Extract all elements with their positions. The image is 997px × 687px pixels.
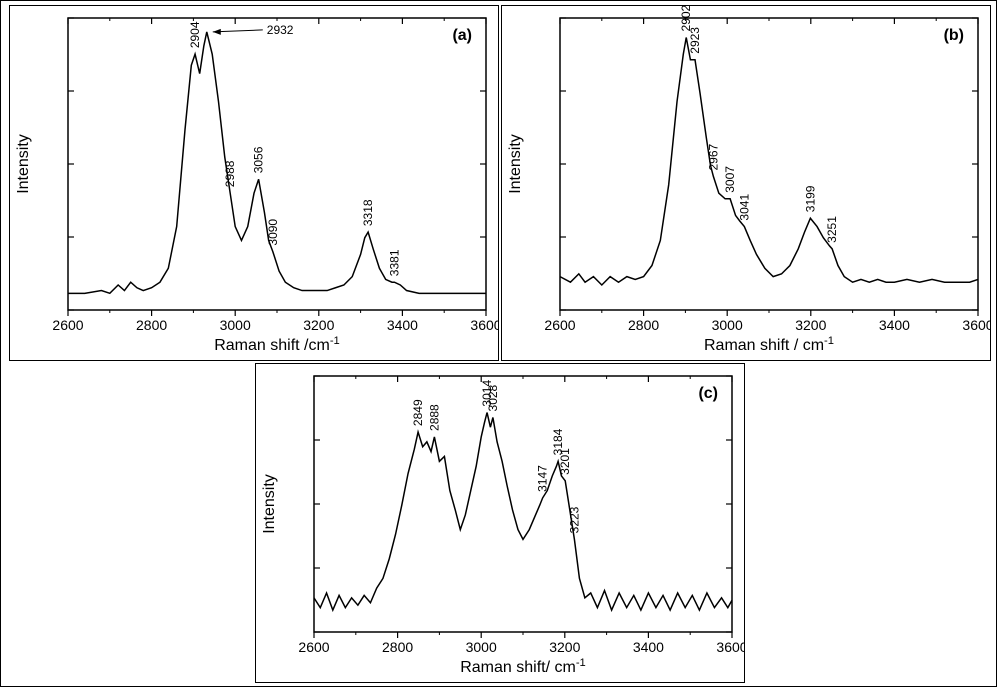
svg-text:3400: 3400 [387,317,418,333]
svg-text:Raman shift / cm-1: Raman shift / cm-1 [704,335,834,354]
svg-text:2600: 2600 [52,317,83,333]
svg-text:(a): (a) [452,27,472,44]
svg-text:3381: 3381 [387,249,401,276]
svg-text:(b): (b) [944,27,964,44]
svg-text:2600: 2600 [298,639,329,655]
panel-c: 2600 2800 3000 3200 3400 3600 Raman shift/ cm-… [255,363,745,683]
panel-a: 2600 2800 3000 3200 3400 3600 Raman shift /cm-… [9,5,499,361]
chart-b: 2600 2800 3000 3200 3400 3600 Raman shift / cm… [502,6,990,360]
svg-text:3223: 3223 [567,506,581,533]
svg-text:3400: 3400 [633,639,664,655]
svg-text:3090: 3090 [266,219,280,246]
svg-text:3000: 3000 [466,639,497,655]
svg-text:3000: 3000 [712,317,743,333]
svg-text:2888: 2888 [427,404,441,431]
svg-text:3007: 3007 [723,166,737,193]
svg-text:3200: 3200 [549,639,580,655]
svg-text:2800: 2800 [628,317,659,333]
svg-text:3041: 3041 [737,194,751,221]
svg-text:2967: 2967 [706,143,720,170]
svg-text:2849: 2849 [411,399,425,426]
svg-text:Intensity: Intensity [15,134,32,194]
svg-text:Raman shift /cm-1: Raman shift /cm-1 [214,335,340,354]
svg-text:3200: 3200 [303,317,334,333]
svg-text:3600: 3600 [962,317,990,333]
svg-text:3600: 3600 [716,639,744,655]
svg-text:3199: 3199 [803,185,817,212]
svg-text:3201: 3201 [558,448,572,475]
svg-text:Intensity: Intensity [261,474,278,534]
svg-text:3000: 3000 [220,317,251,333]
svg-text:(c): (c) [698,385,718,402]
svg-text:3600: 3600 [470,317,498,333]
svg-text:3318: 3318 [361,199,375,226]
svg-text:2904: 2904 [188,21,202,48]
svg-text:2800: 2800 [136,317,167,333]
chart-a: 2600 2800 3000 3200 3400 3600 Raman shift /cm-… [10,6,498,360]
figure-container: 2600 2800 3000 3200 3400 3600 Raman shift /cm-… [0,0,997,687]
svg-text:2988: 2988 [223,160,237,187]
svg-text:3400: 3400 [879,317,910,333]
svg-text:Raman shift/ cm-1: Raman shift/ cm-1 [460,657,586,676]
chart-c: 2600 2800 3000 3200 3400 3600 Raman shift/ cm-… [256,364,744,682]
svg-text:3056: 3056 [252,146,266,173]
svg-text:2932: 2932 [267,23,294,37]
svg-text:3251: 3251 [825,216,839,243]
svg-text:3200: 3200 [795,317,826,333]
svg-text:2923: 2923 [688,27,702,54]
svg-text:3147: 3147 [536,465,550,492]
svg-text:2800: 2800 [382,639,413,655]
svg-text:3028: 3028 [486,384,500,411]
svg-text:Intensity: Intensity [507,134,524,194]
svg-text:2600: 2600 [544,317,575,333]
panel-b: 2600 2800 3000 3200 3400 3600 Raman shift / cm… [501,5,991,361]
